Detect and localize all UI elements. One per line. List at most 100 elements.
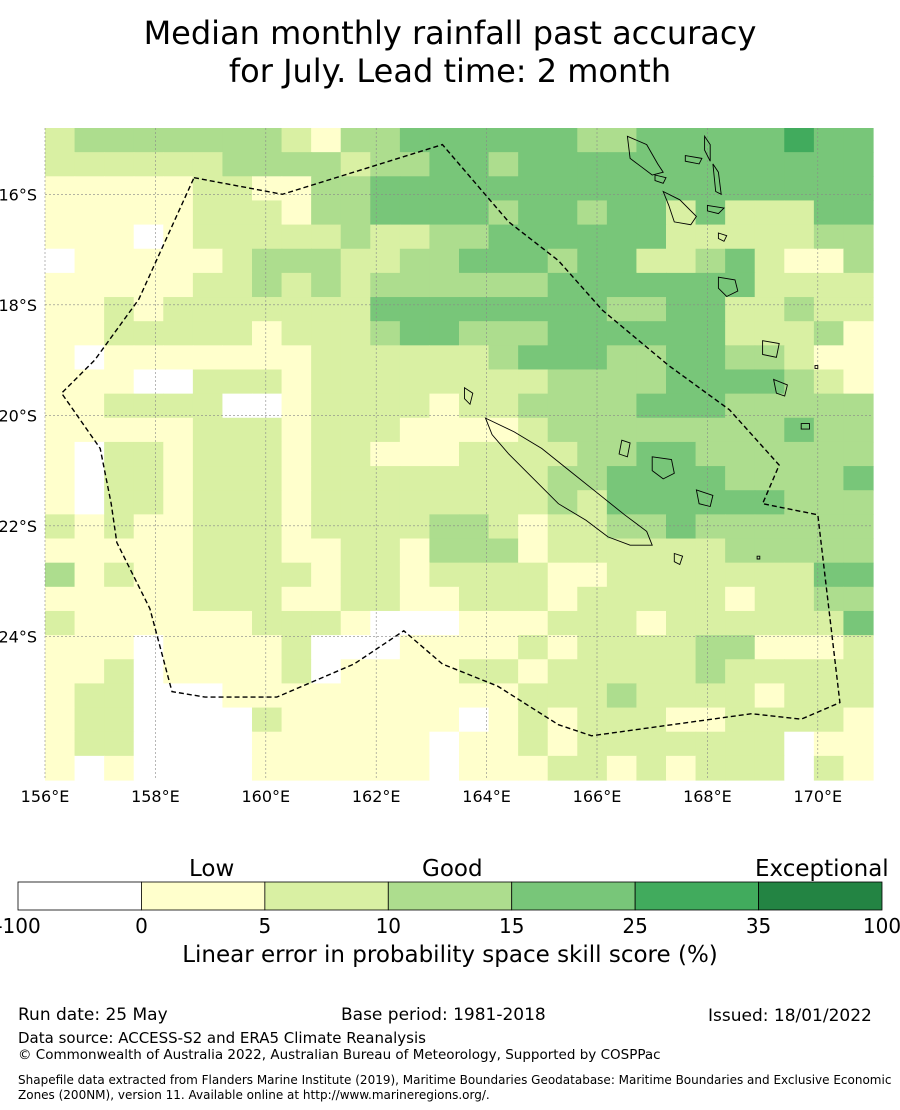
longitude-label: 156°E [21,787,70,806]
grid-cell [429,272,460,298]
grid-cell [104,490,135,515]
grid-cell [666,441,697,467]
grid-cell [784,683,815,709]
grid-cell [459,393,490,419]
grid-cell [606,128,638,153]
grid-cell [666,562,697,588]
grid-cell [606,152,638,177]
map-title-line-1: Median monthly rainfall past accuracy [143,14,757,52]
grid-cell [74,297,105,322]
grid-cell [429,128,460,153]
grid-cell [577,345,608,371]
category-low: Low [189,856,235,882]
grid-cell [45,369,76,395]
longitude-label: 158°E [131,787,180,806]
island-outline [484,417,653,546]
grid-cell [222,417,253,443]
grid-cell [813,152,845,177]
grid-cell [311,755,342,781]
grid-cell [133,659,164,685]
grid-cell [281,200,312,226]
grid-cell [547,659,578,685]
grid-cell [784,755,815,781]
grid-cell [399,707,431,733]
latitude-label: 16°S [0,185,37,204]
grid-cell [813,369,845,395]
grid-cell [74,321,105,346]
grid-cell [547,345,578,371]
grid-cell [192,562,224,588]
grid-cell [488,224,519,250]
grid-cell [311,586,342,612]
grid-cell [163,562,194,588]
grid-cell [459,683,490,709]
grid-cell [340,417,371,443]
grid-cell [606,490,638,515]
grid-cell [340,586,371,612]
grid-cell [281,393,312,419]
grid-cell [222,272,253,298]
grid-cell [784,586,815,612]
grid-cell [813,466,845,491]
grid-cell [459,610,490,636]
coastlines [464,134,819,566]
grid-cell [399,538,431,564]
colorbar-tick-labels: -100 0 5 10 15 25 35 100 [0,914,900,938]
grid-cell [577,128,608,153]
colorbar-swatch [634,881,759,911]
grid-cell [252,707,283,733]
grid-cell [252,562,283,588]
grid-cell [547,224,578,250]
grid-cell [222,659,253,685]
island-outline [651,456,675,480]
grid-cell [754,272,785,298]
grid-cell [74,248,105,274]
grid-cell [754,345,785,371]
grid-cell [843,224,874,250]
grid-cell [488,128,519,153]
grid-cell [518,200,549,226]
grid-cell [695,345,726,371]
grid-cell [518,248,549,274]
grid-cell [666,659,697,685]
island-outline [756,555,761,560]
grid-cell [104,610,135,636]
grid-cell [370,659,401,685]
grid-cell [459,514,490,540]
grid-cell [104,224,135,250]
grid-cell [725,152,756,177]
grid-cell [429,200,460,226]
colorbar-tick-label: 10 [376,914,401,938]
grid-cell [281,707,312,733]
grid-cell [311,707,342,733]
grid-cell [813,659,845,685]
island-outline [626,135,664,176]
grid-cell [784,538,815,564]
colorbar-swatch [511,881,636,911]
grid-cell [74,369,105,395]
grid-cell [399,441,431,467]
grid-cell [340,297,371,322]
colorbar-swatch [141,881,266,911]
grid-cell [192,466,224,491]
grid-cell [399,755,431,781]
grid-cell [547,490,578,515]
grid-cell [784,659,815,685]
grid-cell [399,466,431,491]
grid-cell [133,755,164,781]
grid-cell [222,200,253,226]
grid-cell [252,683,283,709]
grid-cell [252,490,283,515]
grid-cell [104,345,135,371]
grid-cell [518,635,549,660]
grid-cell [606,248,638,274]
grid-cell [606,393,638,419]
grid-cell [281,610,312,636]
grid-cell [784,272,815,298]
grid-cell [547,538,578,564]
grid-cell [399,248,431,274]
grid-cell [281,321,312,346]
grid-cell [104,176,135,202]
grid-cell [843,562,874,588]
grid-cell [311,272,342,298]
